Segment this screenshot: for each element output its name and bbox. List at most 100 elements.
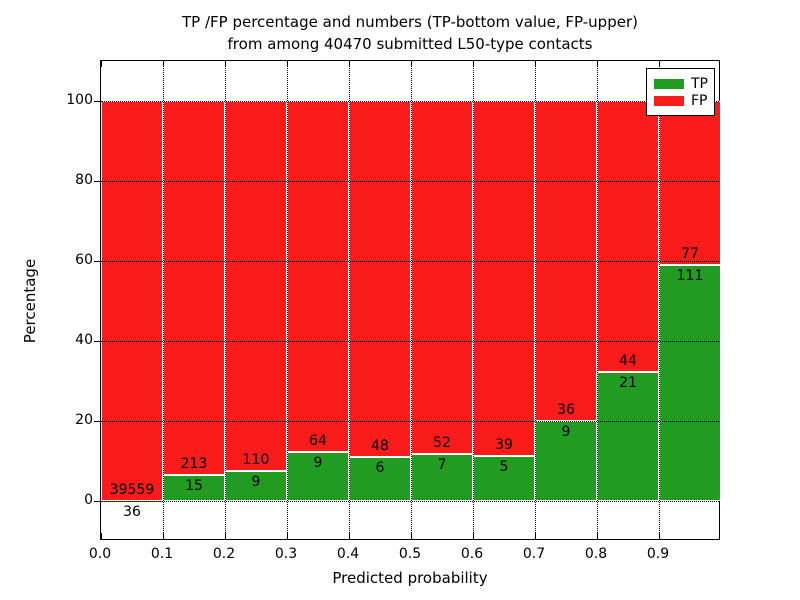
x-gridline — [411, 61, 412, 539]
x-tick-bottom — [225, 533, 226, 539]
fp-bar-segment — [225, 101, 287, 471]
x-tick-bottom — [659, 533, 660, 539]
y-gridline — [101, 501, 719, 502]
fp-count-label: 64 — [309, 432, 327, 449]
tp-count-label: 21 — [619, 374, 637, 391]
x-tick-bottom — [101, 533, 102, 539]
y-gridline — [101, 421, 719, 422]
plot-area: 39559 36 213 15 110 9 64 9 48 6 52 7 39 5 36 9 44 21 77 111… — [94, 60, 721, 540]
x-tick-label: 0.0 — [88, 546, 112, 562]
y-gridline — [101, 261, 719, 262]
fp-count-label: 39 — [495, 436, 513, 453]
x-tick-label: 0.8 — [584, 546, 608, 562]
x-tick-bottom — [287, 533, 288, 539]
tp-count-label: 15 — [185, 477, 203, 494]
fp-count-label: 48 — [371, 437, 389, 454]
y-tick-label: 40 — [75, 332, 93, 348]
y-tick-label: 60 — [75, 252, 93, 268]
legend-row-fp: FP — [654, 92, 714, 109]
y-tick-left — [94, 261, 100, 262]
y-gridline — [101, 101, 719, 102]
legend-row-tp: TP — [654, 75, 714, 92]
fp-bar-segment — [597, 101, 659, 372]
x-tick-top — [411, 61, 412, 67]
y-gridline — [101, 181, 719, 182]
tp-bar-segment — [659, 264, 721, 501]
x-gridline — [473, 61, 474, 539]
tp-bar-segment — [225, 470, 287, 501]
y-tick-left — [94, 181, 100, 182]
tp-bar-segment — [287, 451, 349, 501]
tp-legend-swatch — [654, 78, 684, 89]
x-tick-label: 0.6 — [460, 546, 484, 562]
x-tick-top — [349, 61, 350, 67]
fp-legend-swatch — [654, 95, 684, 106]
y-tick-left — [94, 341, 100, 342]
tp-count-label: 36 — [123, 503, 141, 520]
y-tick-left — [94, 421, 100, 422]
fp-bar-segment — [473, 101, 535, 456]
x-tick-top — [101, 61, 102, 67]
x-tick-bottom — [411, 533, 412, 539]
x-tick-top — [597, 61, 598, 67]
x-tick-bottom — [473, 533, 474, 539]
fp-count-label: 213 — [180, 455, 208, 472]
x-gridline — [535, 61, 536, 539]
fp-bar-segment — [101, 101, 163, 501]
x-tick-label: 0.4 — [336, 546, 360, 562]
y-tick-label: 80 — [75, 172, 93, 188]
x-tick-label: 0.3 — [274, 546, 298, 562]
fp-bar-segment — [659, 101, 721, 265]
x-tick-top — [659, 61, 660, 67]
fp-bar-segment — [411, 101, 473, 454]
x-gridline — [597, 61, 598, 539]
x-tick-top — [225, 61, 226, 67]
y-tick-left — [94, 501, 100, 502]
x-gridline — [287, 61, 288, 539]
x-tick-label: 0.1 — [150, 546, 174, 562]
plot-inner: 39559 36 213 15 110 9 64 9 48 6 52 7 39 5 36 9 44 21 77 111 — [94, 61, 721, 539]
fp-count-label: 110 — [242, 451, 270, 468]
x-tick-bottom — [349, 533, 350, 539]
tp-count-label: 9 — [251, 473, 261, 490]
x-gridline — [225, 61, 226, 539]
tp-count-label: 9 — [561, 424, 571, 440]
y-gridline — [101, 341, 719, 342]
tp-count-label: 111 — [676, 267, 704, 284]
chart-title-line2: from among 40470 submitted L50-type cont… — [227, 35, 593, 53]
tp-bar-segment — [597, 371, 659, 501]
x-tick-label: 0.2 — [212, 546, 236, 562]
x-tick-bottom — [597, 533, 598, 539]
legend: TP FP — [646, 68, 715, 116]
tp-count-label: 5 — [499, 458, 509, 475]
x-gridline — [659, 61, 660, 539]
tp-legend-label: TP — [691, 75, 708, 92]
y-tick-left — [94, 101, 100, 102]
y-tick-label: 100 — [66, 92, 93, 108]
tp-count-label: 9 — [313, 454, 323, 471]
x-tick-label: 0.9 — [646, 546, 670, 562]
x-tick-top — [535, 61, 536, 67]
fp-count-label: 52 — [433, 434, 451, 451]
x-tick-top — [163, 61, 164, 67]
tp-count-label: 7 — [437, 456, 447, 473]
chart-title: TP /FP percentage and numbers (TP-bottom… — [100, 11, 720, 55]
x-tick-bottom — [535, 533, 536, 539]
y-tick-label: 0 — [84, 492, 93, 508]
x-tick-label: 0.5 — [398, 546, 422, 562]
x-tick-bottom — [163, 533, 164, 539]
chart-title-line1: TP /FP percentage and numbers (TP-bottom… — [182, 13, 638, 31]
fp-bar-segment — [287, 101, 349, 452]
fp-legend-label: FP — [691, 92, 708, 109]
fp-count-label: 36 — [557, 402, 575, 418]
fp-count-label: 77 — [681, 245, 699, 262]
x-axis-label: Predicted probability — [332, 569, 488, 587]
x-tick-top — [473, 61, 474, 67]
y-tick-label: 20 — [75, 412, 93, 428]
tp-count-label: 6 — [375, 459, 385, 476]
x-gridline — [349, 61, 350, 539]
x-tick-top — [287, 61, 288, 67]
x-gridline — [163, 61, 164, 539]
fp-bar-segment — [163, 101, 225, 475]
